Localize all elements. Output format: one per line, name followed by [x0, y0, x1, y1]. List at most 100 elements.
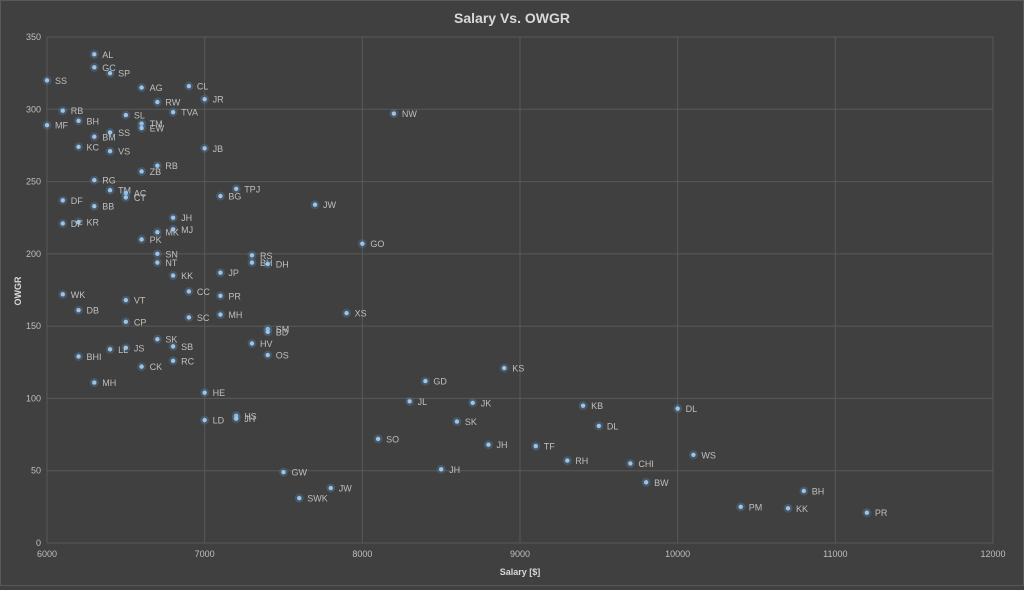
- data-point: [675, 406, 680, 411]
- point-label: SL: [134, 111, 145, 121]
- data-point: [139, 169, 144, 174]
- data-point: [454, 419, 460, 424]
- point-label: GD: [433, 377, 447, 387]
- point-label: TM: [150, 119, 163, 129]
- point-label: JK: [481, 398, 492, 408]
- point-label: SO: [386, 434, 399, 444]
- point-label: DL: [607, 421, 619, 431]
- point-label: SS: [118, 128, 130, 138]
- data-point: [76, 144, 81, 150]
- chart-title: Salary Vs. OWGR: [454, 10, 570, 26]
- data-point: [186, 315, 192, 320]
- point-label: PK: [150, 235, 162, 245]
- data-point: [92, 52, 97, 57]
- x-tick-label: 6000: [37, 549, 57, 559]
- point-label: CK: [150, 362, 163, 372]
- x-axis-title: Salary [$]: [500, 567, 541, 577]
- data-point: [202, 417, 207, 423]
- point-label: MH: [102, 378, 116, 388]
- point-label: WS: [701, 450, 716, 460]
- axis-ticks: 0 50 100 150 200 250 300 350 6000 7000 8000 9000 100…: [26, 32, 1006, 559]
- point-label: AG: [150, 83, 163, 93]
- point-label: PR: [228, 291, 241, 301]
- data-point: [738, 504, 743, 510]
- point-label: DF: [71, 196, 83, 206]
- point-label: MK: [165, 228, 179, 238]
- point-label: TVA: [181, 108, 198, 118]
- data-point: [170, 215, 176, 220]
- point-label: ZB: [150, 167, 162, 177]
- point-label: AL: [102, 50, 113, 60]
- point-label: JH: [181, 213, 192, 223]
- point-label: MF: [55, 121, 68, 131]
- data-point: [265, 329, 270, 335]
- point-label: JS: [134, 343, 145, 353]
- point-label: JB: [213, 144, 224, 154]
- data-point: [391, 111, 397, 116]
- point-label: DH: [276, 259, 289, 269]
- data-point: [123, 190, 129, 196]
- data-point: [107, 149, 113, 154]
- point-label: TPJ: [244, 184, 260, 194]
- point-label: CL: [197, 82, 209, 92]
- point-label: PR: [875, 508, 888, 518]
- x-tick-label: 12000: [980, 549, 1005, 559]
- point-label: CC: [197, 287, 210, 297]
- data-point: [202, 96, 207, 102]
- point-label: GW: [292, 468, 308, 478]
- data-point: [801, 488, 806, 494]
- data-point: [139, 237, 144, 242]
- data-point: [60, 198, 65, 203]
- data-point: [92, 203, 97, 209]
- point-label: SC: [197, 313, 210, 323]
- data-point: [312, 202, 318, 207]
- point-label: GC: [102, 63, 116, 73]
- data-point: [139, 85, 144, 90]
- point-label: JR: [213, 95, 225, 105]
- data-point: [60, 108, 65, 113]
- data-point: [60, 292, 65, 297]
- y-tick-label: 100: [26, 393, 41, 403]
- data-point: [202, 390, 207, 395]
- data-point: [107, 130, 113, 135]
- data-point: [123, 112, 129, 118]
- data-point: [864, 510, 870, 515]
- point-label: XS: [355, 309, 367, 319]
- data-point: [107, 347, 113, 352]
- point-label: RH: [575, 456, 588, 466]
- data-point: [580, 403, 586, 408]
- point-label: RB: [71, 106, 84, 116]
- point-label: VS: [118, 147, 130, 157]
- y-tick-label: 0: [36, 538, 41, 548]
- data-point: [123, 195, 129, 200]
- point-label: DB: [87, 306, 100, 316]
- point-label: SM: [276, 325, 290, 335]
- point-label: BM: [102, 132, 116, 142]
- x-tick-label: 9000: [510, 549, 530, 559]
- data-point: [360, 241, 365, 246]
- y-axis-title: OWGR: [13, 276, 23, 305]
- y-tick-label: 300: [26, 104, 41, 114]
- data-point: [596, 423, 602, 429]
- data-point: [107, 70, 113, 76]
- data-point: [249, 341, 255, 346]
- x-tick-label: 8000: [352, 549, 372, 559]
- point-label: KC: [87, 142, 100, 152]
- data-point: [202, 146, 207, 151]
- point-label: TF: [544, 442, 555, 452]
- point-label: JW: [323, 200, 337, 210]
- y-tick-label: 200: [26, 249, 41, 259]
- y-tick-label: 150: [26, 321, 41, 331]
- point-label: KK: [181, 271, 193, 281]
- point-label: KB: [591, 401, 603, 411]
- point-label: CHI: [638, 459, 654, 469]
- data-point: [76, 118, 81, 124]
- data-point: [565, 458, 570, 463]
- point-label: SP: [118, 69, 130, 79]
- data-point: [502, 365, 507, 371]
- point-label: AC: [134, 189, 147, 199]
- data-point: [107, 188, 113, 193]
- x-tick-label: 10000: [665, 549, 690, 559]
